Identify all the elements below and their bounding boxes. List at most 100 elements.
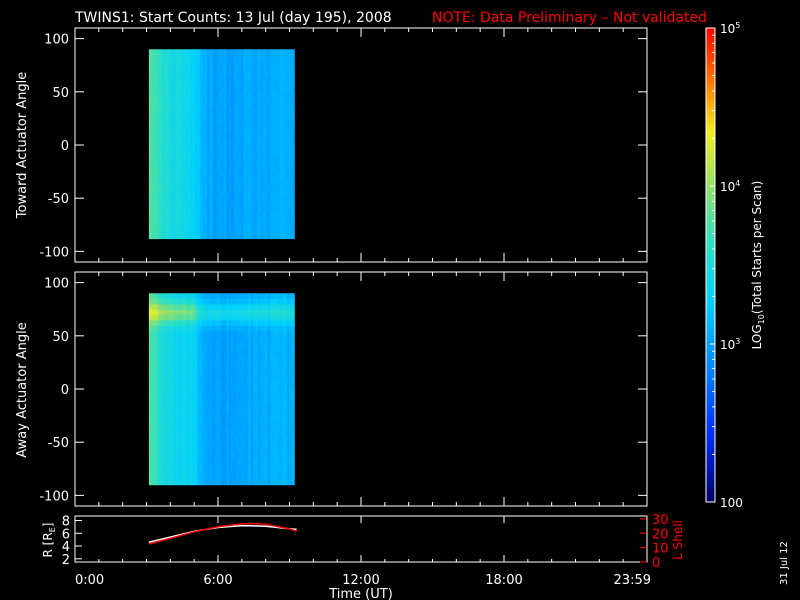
heatmap-cell <box>245 138 249 145</box>
heatmap-cell <box>180 101 184 108</box>
heatmap-cell <box>209 133 213 140</box>
colorbar-label: LOG10(Total Starts per Scan) <box>750 181 766 350</box>
heatmap-cell <box>245 107 249 113</box>
heatmap-cell <box>257 420 261 427</box>
heatmap-cell <box>182 75 186 82</box>
heatmap-cell <box>204 452 208 459</box>
heatmap-cell <box>175 70 179 77</box>
heatmap-cell <box>267 346 271 353</box>
heatmap-cell <box>265 463 269 470</box>
heatmap-cell <box>279 128 283 134</box>
orbit-right-tick-label: 20 <box>652 527 669 542</box>
heatmap-cell <box>253 65 256 71</box>
heatmap-cell <box>282 164 286 171</box>
heatmap-cell <box>207 426 210 433</box>
heatmap-cell <box>255 378 259 385</box>
heatmap-cell <box>153 217 157 224</box>
heatmap-cell <box>160 191 164 198</box>
heatmap-cell <box>231 314 235 321</box>
heatmap-cell <box>182 431 186 438</box>
heatmap-cell <box>228 75 232 82</box>
heatmap-cell <box>199 128 203 134</box>
heatmap-cell <box>282 436 286 443</box>
heatmap-cell <box>170 479 174 486</box>
heatmap-cell <box>180 458 184 464</box>
heatmap-cell <box>250 468 254 475</box>
heatmap-cell <box>190 319 193 326</box>
heatmap-cell <box>160 357 164 363</box>
heatmap-cell <box>180 86 184 92</box>
heatmap-cell <box>255 351 259 358</box>
heatmap-cell <box>199 217 203 224</box>
heatmap-cell <box>219 420 223 427</box>
heatmap-cell <box>226 222 230 229</box>
heatmap-cell <box>187 309 191 316</box>
heatmap-cell <box>236 70 240 77</box>
heatmap-cell <box>238 362 242 369</box>
heatmap-cell <box>279 180 283 187</box>
heatmap-cell <box>228 303 232 310</box>
heatmap-cell <box>277 303 281 310</box>
heatmap-cell <box>231 217 235 224</box>
heatmap-cell <box>255 86 259 92</box>
heatmap-cell <box>185 91 189 98</box>
heatmap-cell <box>282 154 286 161</box>
heatmap-cell <box>197 426 201 433</box>
heatmap-cell <box>284 59 288 66</box>
heatmap-cell <box>214 164 218 171</box>
heatmap-cell <box>260 293 264 300</box>
heatmap-cell <box>291 325 295 331</box>
heatmap-cell <box>180 383 184 390</box>
heatmap-cell <box>182 415 186 422</box>
heatmap-cell <box>267 91 271 98</box>
heatmap-cell <box>270 101 273 108</box>
heatmap-cell <box>173 325 177 331</box>
heatmap-cell <box>286 420 290 427</box>
heatmap-cell <box>211 70 215 77</box>
heatmap-cell <box>257 180 261 187</box>
heatmap-cell <box>151 117 155 124</box>
heatmap-cell <box>177 196 181 203</box>
heatmap-cell <box>260 452 264 459</box>
heatmap-cell <box>160 293 164 300</box>
heatmap-cell <box>153 415 157 422</box>
heatmap-cell <box>248 479 252 486</box>
heatmap-cell <box>223 351 227 358</box>
heatmap-cell <box>291 399 295 406</box>
heatmap-cell <box>182 383 186 390</box>
heatmap-cell <box>221 314 225 321</box>
heatmap-cell <box>209 217 213 224</box>
heatmap-cell <box>221 479 225 486</box>
heatmap-cell <box>231 175 235 182</box>
heatmap-cell <box>199 107 203 113</box>
heatmap-cell <box>226 474 230 480</box>
heatmap-cell <box>284 212 288 219</box>
heatmap-cell <box>151 191 155 198</box>
heatmap-cell <box>204 196 208 203</box>
heatmap-cell <box>148 49 152 56</box>
heatmap-cell <box>168 410 172 417</box>
heatmap-cell <box>231 159 235 166</box>
heatmap-cell <box>182 362 186 369</box>
heatmap-cell <box>236 201 240 208</box>
heatmap-cell <box>221 201 225 208</box>
heatmap-cell <box>168 154 172 161</box>
heatmap-cell <box>240 201 244 208</box>
heatmap-cell <box>279 164 283 171</box>
heatmap-cell <box>284 70 288 77</box>
heatmap-cell <box>260 138 264 145</box>
heatmap-cell <box>284 207 288 213</box>
heatmap-cell <box>170 207 174 213</box>
heatmap-cell <box>163 138 167 145</box>
heatmap-cell <box>209 80 213 87</box>
heatmap-cell <box>160 298 164 305</box>
heatmap-cell <box>194 170 198 176</box>
heatmap-cell <box>219 367 223 374</box>
heatmap-cell <box>204 436 208 443</box>
heatmap-cell <box>284 468 288 475</box>
heatmap-cell <box>270 442 273 448</box>
heatmap-cell <box>151 138 155 145</box>
heatmap-cell <box>211 164 215 171</box>
heatmap-cell <box>265 96 269 103</box>
heatmap-cell <box>173 463 177 470</box>
